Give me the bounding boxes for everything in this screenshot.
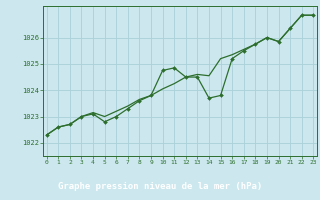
Text: Graphe pression niveau de la mer (hPa): Graphe pression niveau de la mer (hPa) (58, 182, 262, 191)
